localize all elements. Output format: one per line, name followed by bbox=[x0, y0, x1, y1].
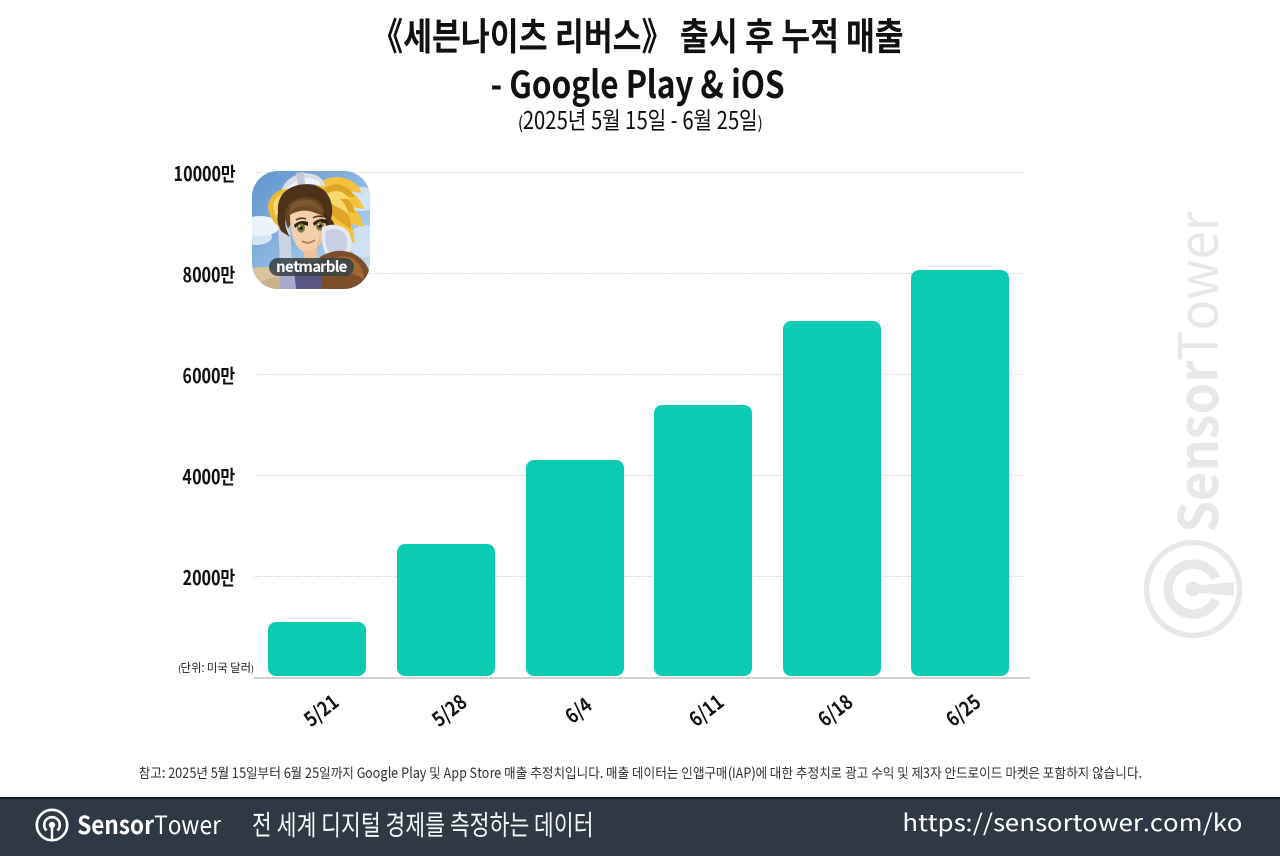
svg-text:netmarble: netmarble bbox=[276, 256, 348, 277]
